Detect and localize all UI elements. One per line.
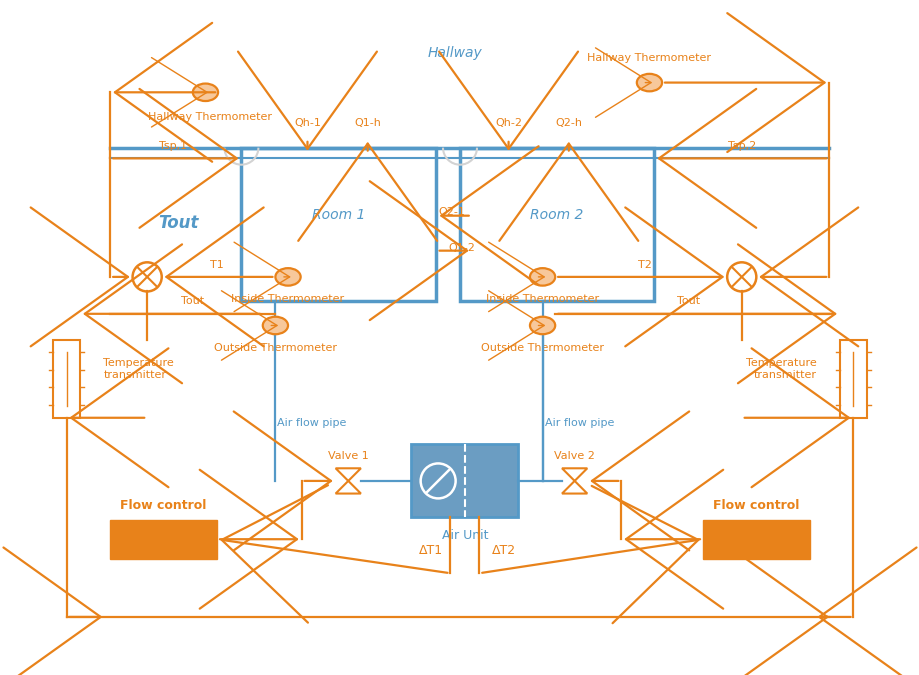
Text: Temperature
transmitter: Temperature transmitter: [745, 358, 816, 380]
Text: Q2-h: Q2-h: [555, 118, 582, 128]
Text: Outside Thermometer: Outside Thermometer: [214, 343, 336, 353]
Text: Tsp,2: Tsp,2: [727, 140, 755, 151]
Circle shape: [726, 263, 755, 292]
Text: Tout: Tout: [181, 296, 204, 306]
Ellipse shape: [193, 84, 218, 101]
Text: Hallway Thermometer: Hallway Thermometer: [148, 112, 272, 122]
Text: Tout: Tout: [158, 215, 199, 232]
Text: Qh-1: Qh-1: [294, 118, 321, 128]
Text: Air flow pipe: Air flow pipe: [544, 418, 613, 428]
Text: Hallway Thermometer: Hallway Thermometer: [587, 53, 710, 63]
Bar: [702, 520, 809, 559]
Polygon shape: [562, 468, 586, 481]
Text: Valve 1: Valve 1: [327, 452, 369, 462]
Text: Tsp,1: Tsp,1: [159, 140, 187, 151]
Circle shape: [132, 263, 162, 292]
Text: Room 2: Room 2: [530, 208, 584, 221]
Text: ΔT2: ΔT2: [491, 544, 516, 557]
Text: ΔT1: ΔT1: [418, 544, 442, 557]
Text: Temperature
transmitter: Temperature transmitter: [103, 358, 174, 380]
Text: T1: T1: [210, 260, 223, 270]
Ellipse shape: [275, 268, 301, 286]
Text: Q1-2: Q1-2: [448, 243, 475, 252]
Ellipse shape: [636, 74, 662, 91]
Bar: [411, 444, 517, 517]
Text: Tout: Tout: [676, 296, 699, 306]
Text: Inside Thermometer: Inside Thermometer: [485, 294, 598, 304]
Polygon shape: [335, 468, 360, 481]
Text: Q1-h: Q1-h: [354, 118, 380, 128]
Text: Hallway: Hallway: [427, 47, 482, 61]
Text: Room 1: Room 1: [312, 208, 365, 221]
Text: Outside Thermometer: Outside Thermometer: [481, 343, 604, 353]
Text: T2: T2: [637, 260, 651, 270]
Ellipse shape: [529, 317, 554, 334]
Text: Flow control: Flow control: [712, 499, 799, 512]
Polygon shape: [562, 481, 586, 493]
Text: Valve 2: Valve 2: [553, 452, 595, 462]
Ellipse shape: [263, 317, 288, 334]
Polygon shape: [335, 481, 360, 493]
Text: Q2-1: Q2-1: [437, 207, 464, 217]
Bar: [53, 340, 80, 418]
Bar: [839, 340, 866, 418]
Bar: [460, 148, 653, 301]
Text: Air flow pipe: Air flow pipe: [277, 418, 346, 428]
Text: Inside Thermometer: Inside Thermometer: [232, 294, 345, 304]
Bar: [110, 520, 217, 559]
Bar: [241, 148, 436, 301]
Text: Flow control: Flow control: [120, 499, 207, 512]
Ellipse shape: [529, 268, 554, 286]
Text: Qh-2: Qh-2: [494, 118, 521, 128]
Text: Air Unit: Air Unit: [441, 529, 488, 543]
